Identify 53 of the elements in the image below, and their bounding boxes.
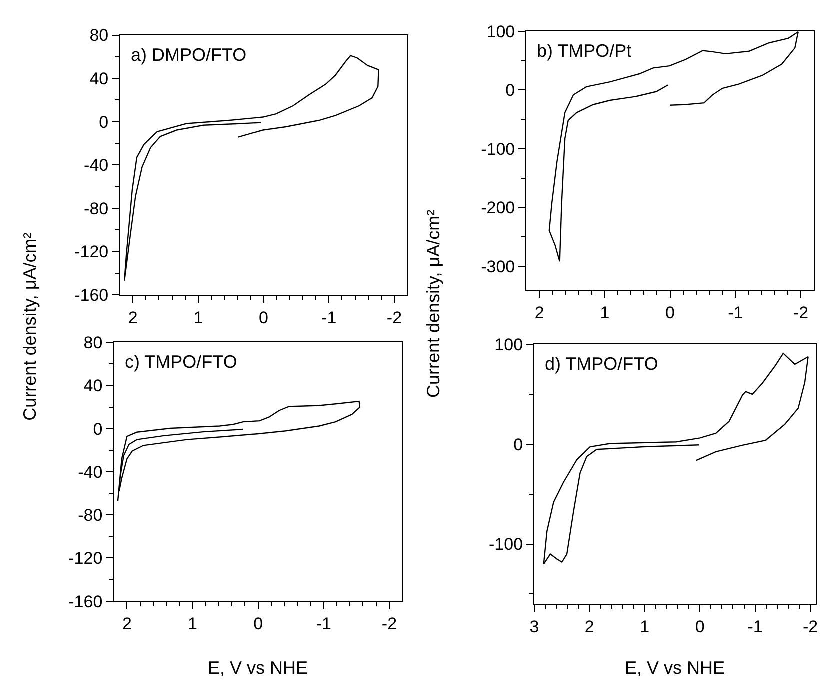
x-tick-label: 0 [666, 303, 676, 322]
y-tick-label: 40 [90, 69, 109, 88]
x-axis-title: E, V vs NHE [625, 658, 726, 678]
y-tick-label: -160 [74, 286, 109, 305]
x-tick-label: -1 [748, 618, 763, 637]
y-tick-label: -80 [84, 199, 109, 218]
y-tick-label: 0 [506, 81, 516, 100]
y-tick-label: -200 [481, 198, 516, 218]
y-tick-label: -40 [78, 462, 103, 482]
y-tick-label: -100 [489, 535, 524, 554]
y-tick-label: -80 [78, 506, 103, 526]
text: c) TMPO/FTO [125, 352, 238, 372]
x-tick-label: 2 [122, 614, 132, 634]
x-tick-label: 1 [188, 614, 198, 634]
y-tick-label: 80 [84, 334, 103, 353]
x-tick-label: 0 [695, 618, 705, 637]
y-tick-label: 0 [514, 435, 524, 454]
y-axis-title: Current density, μA/cm² [20, 232, 40, 421]
x-tick-label: -2 [793, 303, 809, 322]
x-tick-label: 1 [194, 308, 204, 328]
x-tick-label: 2 [584, 618, 594, 637]
line-series [117, 400, 361, 502]
x-tick-label: 2 [534, 303, 544, 322]
x-tick-label: -1 [728, 303, 744, 322]
x-tick-label: 1 [640, 618, 650, 637]
x-tick-label: -2 [382, 614, 398, 634]
y-tick-label: -40 [84, 156, 109, 176]
y-tick-label: 100 [494, 335, 524, 354]
y-tick-label: 80 [90, 26, 109, 46]
x-tick-label: 1 [600, 303, 610, 322]
y-tick-label: -100 [481, 140, 516, 159]
x-tick-label: 3 [530, 618, 540, 637]
text: a) DMPO/FTO [131, 45, 247, 65]
x-tick-label: 0 [259, 308, 269, 328]
y-tick-label: 40 [84, 376, 103, 396]
x-tick-label: 0 [254, 614, 264, 634]
y-tick-label: -160 [68, 592, 103, 612]
x-tick-label: 2 [128, 308, 138, 328]
x-tick-label: -2 [802, 618, 818, 637]
x-tick-label: -1 [322, 308, 337, 328]
y-tick-label: 0 [99, 112, 109, 132]
x-axis-title: E, V vs NHE [208, 658, 308, 678]
text: b) TMPO/Pt [537, 41, 632, 61]
y-tick-label: -120 [74, 242, 109, 262]
y-tick-label: -120 [68, 549, 103, 568]
x-tick-label: -2 [386, 308, 402, 328]
y-tick-label: 0 [93, 420, 103, 439]
text: d) TMPO/FTO [545, 354, 658, 374]
x-tick-label: -1 [316, 614, 332, 634]
line-series [543, 352, 809, 565]
y-axis-title: Current density, μA/cm² [424, 210, 444, 398]
y-tick-label: -300 [481, 258, 516, 277]
y-tick-label: 100 [486, 22, 516, 42]
